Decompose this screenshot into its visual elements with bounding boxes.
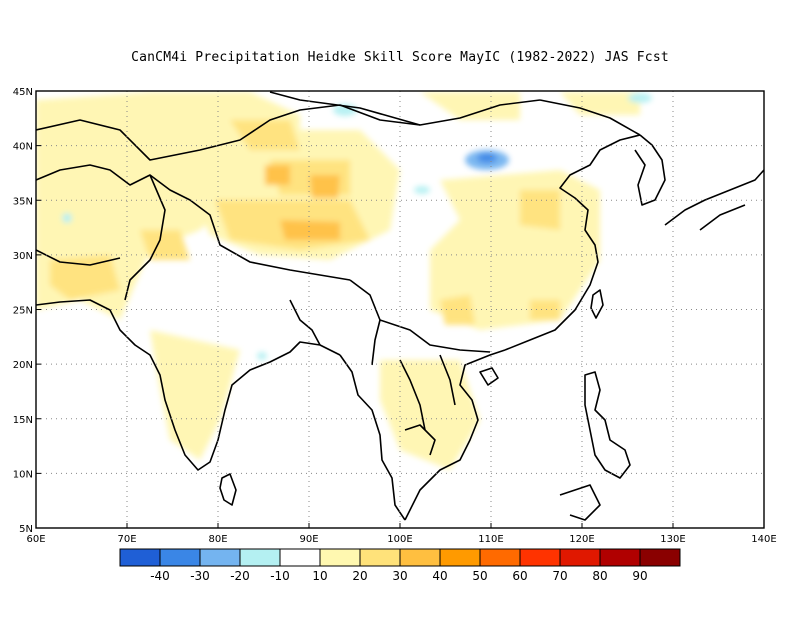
y-tick-label: 40N (13, 142, 33, 153)
coast-indochina (339, 349, 506, 521)
colorbar-label: -30 (190, 569, 210, 583)
shade-india (150, 330, 240, 460)
shade-guangdong (530, 300, 560, 320)
coast-taiwan (590, 289, 604, 319)
colorbar-swatch (519, 548, 561, 567)
colorbar-swatch (279, 548, 321, 567)
coast-korea (634, 134, 666, 206)
x-tick-label: 80E (208, 534, 227, 545)
coast-japan (664, 169, 764, 231)
colorbar-swatch (359, 548, 401, 567)
colorbar-label: 30 (392, 569, 407, 583)
shade-neg-6 (257, 352, 267, 360)
border-bangladesh (289, 299, 321, 346)
shade-south-china (440, 295, 475, 325)
y-tick-label: 35N (13, 196, 33, 207)
coast-borneo (559, 484, 601, 521)
coast-gulf-thailand (404, 424, 436, 456)
coast-philippines (584, 371, 631, 479)
colorbar-swatch (559, 548, 601, 567)
y-axis: 5N 10N 15N 20N 25N 30N 35N 40N 45N (13, 87, 41, 535)
coast-china (504, 134, 641, 351)
colorbar-label: 70 (552, 569, 567, 583)
colorbar-label: 10 (312, 569, 327, 583)
x-tick-label: 110E (478, 534, 503, 545)
colorbar-swatch (119, 548, 161, 567)
shade-indochina (380, 360, 480, 470)
colorbar-label: -20 (230, 569, 250, 583)
x-tick-label: 70E (117, 534, 136, 545)
colorbar-label: 60 (512, 569, 527, 583)
border-central-asia (36, 99, 541, 161)
colorbar-swatch (479, 548, 521, 567)
colorbar-label: 90 (632, 569, 647, 583)
shade-tibet-north (230, 120, 300, 150)
x-tick-label: 130E (660, 534, 685, 545)
shade-north (420, 92, 520, 120)
colorbar-swatch (439, 548, 481, 567)
shade-north-east (560, 92, 640, 115)
colorbar-swatch (199, 548, 241, 567)
colorbar-swatch (599, 548, 641, 567)
colorbar-swatch (639, 548, 681, 567)
coast-sri-lanka (219, 473, 237, 506)
colorbar-label: -10 (270, 569, 290, 583)
y-tick-label: 45N (13, 87, 33, 98)
border-thai-laos (399, 359, 426, 431)
shade-neg-4 (628, 93, 652, 103)
shade-west-core (50, 255, 120, 300)
y-tick-label: 20N (13, 360, 33, 371)
colorbar-swatch (319, 548, 361, 567)
x-tick-label: 120E (569, 534, 594, 545)
shade-east-china (520, 190, 560, 230)
y-tick-label: 15N (13, 415, 33, 426)
coast-hainan (479, 367, 499, 386)
coast-west-india (36, 299, 341, 471)
shading-layer (36, 92, 652, 470)
y-tick-label: 30N (13, 251, 33, 262)
y-tick-label: 25N (13, 306, 33, 317)
border-afghan-pak (36, 164, 351, 281)
x-tick-label: 60E (26, 534, 45, 545)
border-northeast (539, 99, 641, 136)
border-iran-afghan (36, 249, 121, 266)
colorbar-label: -40 (150, 569, 170, 583)
colorbar-label: 80 (592, 569, 607, 583)
border-pak-india (124, 174, 166, 301)
border-mongolia (269, 91, 421, 126)
map-title: CanCM4i Precipitation Heidke Skill Score… (131, 50, 669, 65)
border-laos-vietnam (439, 354, 456, 406)
shade-west-pakistan (140, 230, 190, 260)
colorbar: -40 -30 -20 -10 10 20 30 40 50 60 70 80 90 (119, 548, 681, 583)
coastline-layer (36, 91, 764, 521)
y-tick-label: 5N (19, 524, 33, 535)
y-tick-label: 10N (13, 469, 33, 480)
shade-hotspot-1 (280, 220, 340, 240)
colorbar-swatch (399, 548, 441, 567)
colorbar-label: 40 (432, 569, 447, 583)
x-tick-label: 100E (387, 534, 412, 545)
colorbar-label: 50 (472, 569, 487, 583)
x-tick-label: 140E (751, 534, 776, 545)
x-tick-label: 90E (299, 534, 318, 545)
colorbar-label: 20 (352, 569, 367, 583)
shade-hotspot-3 (265, 165, 290, 185)
shade-neg-7 (414, 186, 430, 194)
shade-neg-5 (62, 213, 72, 223)
shade-hotspot-2 (310, 175, 340, 198)
shade-neg-2 (477, 153, 497, 163)
colorbar-swatch (159, 548, 201, 567)
x-axis: 60E 70E 80E 90E 100E 110E 120E 130E 140E (26, 523, 777, 545)
colorbar-swatch (239, 548, 281, 567)
